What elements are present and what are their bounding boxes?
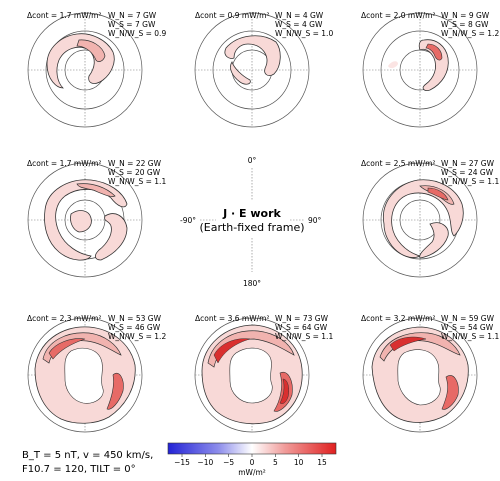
center-title: J · E work (222, 207, 281, 220)
panel-1-ws: W_S = 4 GW (275, 20, 323, 29)
panel-7-dcont: Δcont = 3.2 mW/m² (361, 314, 435, 323)
center-subtitle: (Earth-fixed frame) (199, 221, 304, 234)
colorbar-tick-label: −5 (223, 458, 234, 467)
panel-5-wn: W_N = 53 GW (108, 314, 162, 323)
work-contour (273, 371, 293, 412)
panel-3-ratio: W_N/W_S = 1.1 (108, 177, 166, 186)
panel-3-dcont: Δcont = 1.7 mW/m² (27, 159, 101, 168)
panel-3 (27, 162, 143, 278)
panel-4-ws: W_S = 24 GW (441, 168, 494, 177)
panel-4-wn: W_N = 27 GW (441, 159, 495, 168)
panel-1 (194, 12, 310, 128)
work-contour (425, 43, 443, 61)
work-contour (70, 210, 92, 233)
center-right-label: 90° (308, 216, 322, 225)
colorbar-tick-label: −10 (197, 458, 213, 467)
panel-6-ratio: W_N/W_S = 1.1 (275, 332, 333, 341)
panel-7-wn: W_N = 59 GW (441, 314, 495, 323)
work-contour (48, 338, 86, 360)
work-contour (76, 183, 116, 197)
panel-6-ws: W_S = 64 GW (275, 323, 328, 332)
center-top-label: 0° (248, 156, 257, 165)
panel-3-ws: W_S = 20 GW (108, 168, 161, 177)
panel-5-dcont: Δcont = 2.3 mW/m² (27, 314, 101, 323)
panel-1-wn: W_N = 4 GW (275, 11, 324, 20)
panel-4-dcont: Δcont = 2.5 mW/m² (361, 159, 435, 168)
panel-3-wn: W_N = 22 GW (108, 159, 162, 168)
work-contour (389, 336, 427, 352)
panel-5-ratio: W_N/W_S = 1.2 (108, 332, 166, 341)
panel-2-ws: W_S = 8 GW (441, 20, 489, 29)
colorbar-gradient (167, 442, 337, 455)
work-contour (76, 39, 106, 62)
conditions-line-2: F10.7 = 120, TILT = 0° (22, 464, 136, 475)
panel-4-ratio: W_N/W_S = 1.1 (441, 177, 499, 186)
work-contour (441, 375, 459, 410)
center-left-label: -90° (180, 216, 196, 225)
work-contour (382, 179, 464, 258)
panel-2-dcont: Δcont = 2.0 mW/m² (361, 11, 435, 20)
panel-5 (27, 317, 143, 433)
panel-2-wn: W_N = 9 GW (441, 11, 490, 20)
work-contour (419, 222, 449, 259)
conditions-line-1: B_T = 5 nT, v = 450 km/s, (22, 450, 153, 461)
center-bottom-label: 180° (243, 279, 261, 288)
colorbar-tick-label: 10 (294, 458, 304, 467)
panel-1-dcont: Δcont = 0.9 mW/m² (195, 11, 269, 20)
work-contour (106, 372, 124, 410)
colorbar-tick-label: 0 (250, 458, 255, 467)
colorbar-tick-label: 5 (273, 458, 278, 467)
work-contour (279, 378, 290, 404)
colorbar-ticks: −15 −10 −5 0 5 10 15 (174, 454, 327, 467)
panel-1-ratio: W_N/W_S = 1.0 (275, 29, 333, 38)
panel-2-ratio: W_N/W_S = 1.2 (441, 29, 499, 38)
panel-0-dcont: Δcont = 1.7 mW/m² (27, 11, 101, 20)
panel-0-wn: W_N = 7 GW (108, 11, 157, 20)
panel-7 (362, 317, 478, 433)
colorbar: −15 −10 −5 0 5 10 15 mW/m² (167, 442, 337, 477)
panel-4 (362, 162, 478, 278)
work-contour (213, 338, 251, 364)
panel-7-ratio: W_N/W_S = 1.1 (441, 332, 499, 341)
work-contour (427, 187, 449, 201)
panel-0-ws: W_S = 7 GW (108, 20, 156, 29)
work-contour (95, 213, 128, 261)
center-legend: 0° -90° 90° 180° J · E work (Earth-fixed… (180, 156, 322, 288)
panel-2 (362, 12, 478, 128)
work-contour (224, 35, 281, 76)
panel-0 (27, 12, 143, 128)
panel-0-ratio: W_N/W_S = 0.9 (108, 29, 166, 38)
colorbar-tick-label: 15 (317, 458, 327, 467)
work-contour (44, 179, 128, 261)
panel-6-wn: W_N = 73 GW (275, 314, 329, 323)
panel-5-ws: W_S = 46 GW (108, 323, 161, 332)
panel-6 (194, 317, 310, 433)
colorbar-tick-label: −15 (174, 458, 190, 467)
work-contour (230, 61, 251, 85)
panel-7-ws: W_S = 54 GW (441, 323, 494, 332)
colorbar-unit: mW/m² (238, 468, 266, 477)
panel-6-dcont: Δcont = 3.6 mW/m² (195, 314, 269, 323)
